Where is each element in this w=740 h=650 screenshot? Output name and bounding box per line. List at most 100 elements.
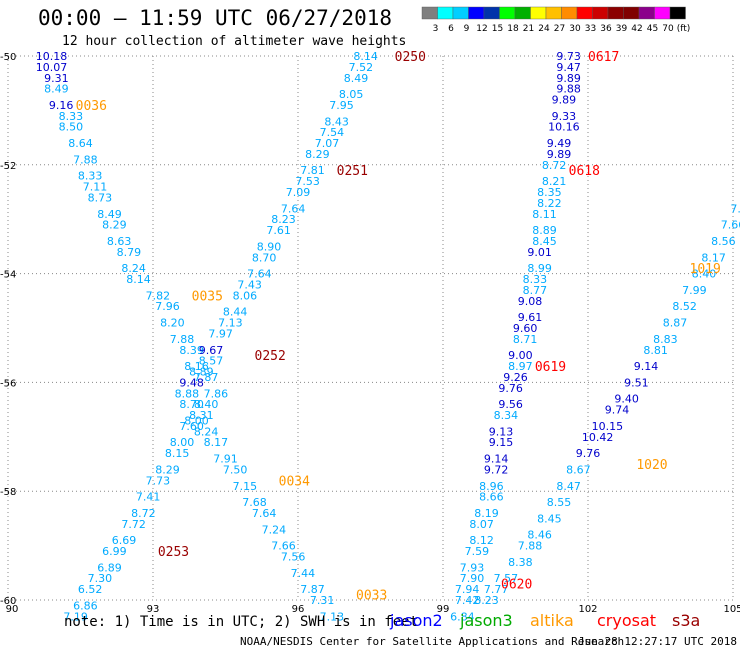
wave-height-value: 9.14 — [634, 360, 659, 373]
wave-height-value: 9.61 — [518, 311, 543, 324]
chart-title: 00:00 – 11:59 UTC 06/27/2018 — [38, 6, 392, 30]
wave-height-value: 9.49 — [547, 137, 572, 150]
wave-height-value: 9.13 — [489, 425, 514, 438]
color-label: 33 — [585, 24, 596, 34]
wave-height-value: 7.56 — [281, 550, 306, 563]
wave-height-value: 9.15 — [489, 436, 514, 449]
color-label: 27 — [554, 24, 565, 34]
y-tick-label: -50 — [0, 52, 16, 63]
y-tick-label: -52 — [0, 161, 16, 172]
chart-subtitle: 12 hour collection of altimeter wave hei… — [62, 34, 406, 49]
color-swatch — [499, 6, 516, 20]
wave-height-value: 8.63 — [107, 235, 132, 248]
wave-height-value: 8.17 — [204, 436, 229, 449]
wave-height-value: 7.07 — [315, 137, 340, 150]
color-swatch — [669, 6, 686, 20]
wave-height-value: 9.14 — [484, 453, 509, 466]
wave-height-value: 8.20 — [160, 317, 185, 330]
wave-height-value: 9.72 — [484, 463, 509, 476]
pass-time-label: 0252 — [255, 349, 286, 364]
wave-height-value: 8.83 — [653, 333, 678, 346]
wave-height-value: 8.72 — [542, 159, 567, 172]
wave-height-value: 8.70 — [179, 398, 204, 411]
wave-height-value: 7.13 — [320, 610, 345, 623]
wave-height-value: 7.19 — [63, 610, 88, 623]
time-labels: 0036 0035 0253 0250 0251 0252 0034 0033 0617 0618… — [76, 50, 721, 604]
wave-height-value: 6.89 — [97, 561, 122, 574]
wave-height-value: 10.16 — [548, 121, 580, 134]
wave-height-value: 8.15 — [165, 447, 190, 460]
color-swatch — [638, 6, 655, 20]
color-label: 9 — [464, 24, 470, 34]
wave-height-value: 7.66 — [271, 540, 296, 553]
wave-height-value: 7.11 — [83, 181, 108, 194]
wave-height-value: 8.29 — [155, 463, 180, 476]
wave-height-value: 8.19 — [474, 507, 499, 520]
wave-height-value: 9.76 — [576, 447, 601, 460]
wave-height-value: 8.11 — [532, 208, 557, 221]
wave-height-value: 8.40 — [692, 268, 717, 281]
color-label: 36 — [600, 24, 612, 34]
wave-height-value: 9.56 — [498, 398, 523, 411]
pass-time-label: 0618 — [569, 164, 600, 179]
wave-height-value: 6.84 — [450, 610, 475, 623]
wave-height-value: 9.31 — [44, 72, 69, 85]
wave-height-value: 9.47 — [556, 61, 581, 74]
wave-height-value: 9.88 — [556, 83, 581, 96]
pass-time-label: 1020 — [636, 458, 667, 473]
wave-height-value: 7.94 — [455, 583, 480, 596]
pass-time-label: 0035 — [192, 289, 223, 304]
wave-height-value: 10.42 — [582, 431, 614, 444]
wave-height-value: 8.33 — [78, 170, 103, 183]
wave-height-value: 7.88 — [170, 333, 195, 346]
wave-height-value: 6.52 — [78, 583, 103, 596]
wave-height-value: 8.35 — [537, 186, 562, 199]
wave-height-value: 8.16 — [184, 360, 209, 373]
legend-jason2: jason2 — [389, 611, 443, 630]
wave-height-value: 8.39 — [179, 344, 204, 357]
color-label: 42 — [631, 24, 642, 34]
color-label: 70 — [662, 24, 674, 34]
wave-height-value: 7.64 — [281, 202, 306, 215]
color-scale-bar: 3 6 9 12 15 18 21 24 27 30 33 36 39 42 45 70 (ft) — [421, 6, 691, 34]
color-label: (ft) — [677, 24, 691, 34]
wave-height-value: 8.34 — [494, 409, 519, 422]
color-label: 24 — [538, 24, 550, 34]
wave-height-value: 7.64 — [252, 507, 277, 520]
wave-height-value: 8.29 — [102, 219, 127, 232]
color-label: 39 — [616, 24, 628, 34]
data-points: 10.1810.079.318.499.168.338.508.647.888.… — [36, 50, 740, 623]
satellite-legend: jason2 jason3 altika cryosat s3a — [389, 611, 700, 630]
x-tick-label: 90 — [6, 604, 19, 615]
wave-height-value: 7.72 — [121, 518, 146, 531]
pass-time-label: 0617 — [588, 50, 619, 65]
wave-height-value: 7.66 — [721, 219, 740, 232]
wave-height-value: 8.14 — [126, 273, 151, 286]
wave-height-value: 8.24 — [194, 425, 219, 438]
wave-height-value: 8.49 — [44, 83, 69, 96]
wave-height-value: 9.89 — [552, 94, 577, 107]
color-label: 45 — [647, 24, 658, 34]
wave-height-value: 9.67 — [199, 344, 224, 357]
wave-height-value: 8.49 — [97, 208, 122, 221]
wave-height-value: 9.40 — [614, 393, 639, 406]
color-swatch — [437, 6, 454, 20]
wave-height-value: 8.64 — [68, 137, 93, 150]
color-swatch — [483, 6, 500, 20]
wave-height-value: 7.87 — [194, 371, 219, 384]
color-swatch — [545, 6, 562, 20]
y-tick-label: -60 — [0, 596, 16, 607]
wave-height-value: 7.52 — [349, 61, 374, 74]
y-tick-label: -54 — [0, 270, 16, 281]
wave-height-value: 7.99 — [682, 284, 707, 297]
wave-height-value: 9.00 — [508, 349, 533, 362]
wave-height-value: 7.96 — [155, 300, 180, 313]
color-swatch — [530, 6, 547, 20]
wave-height-value: 8.72 — [131, 507, 156, 520]
wave-height-value: 7.90 — [460, 572, 485, 585]
wave-height-value: 7.82 — [146, 289, 171, 302]
wave-height-value: 7.53 — [295, 175, 320, 188]
y-axis-ticks: -50 -52 -54 -56 -58 -60 — [0, 52, 16, 607]
color-swatch — [421, 6, 438, 20]
wave-height-value: 8.97 — [508, 360, 533, 373]
